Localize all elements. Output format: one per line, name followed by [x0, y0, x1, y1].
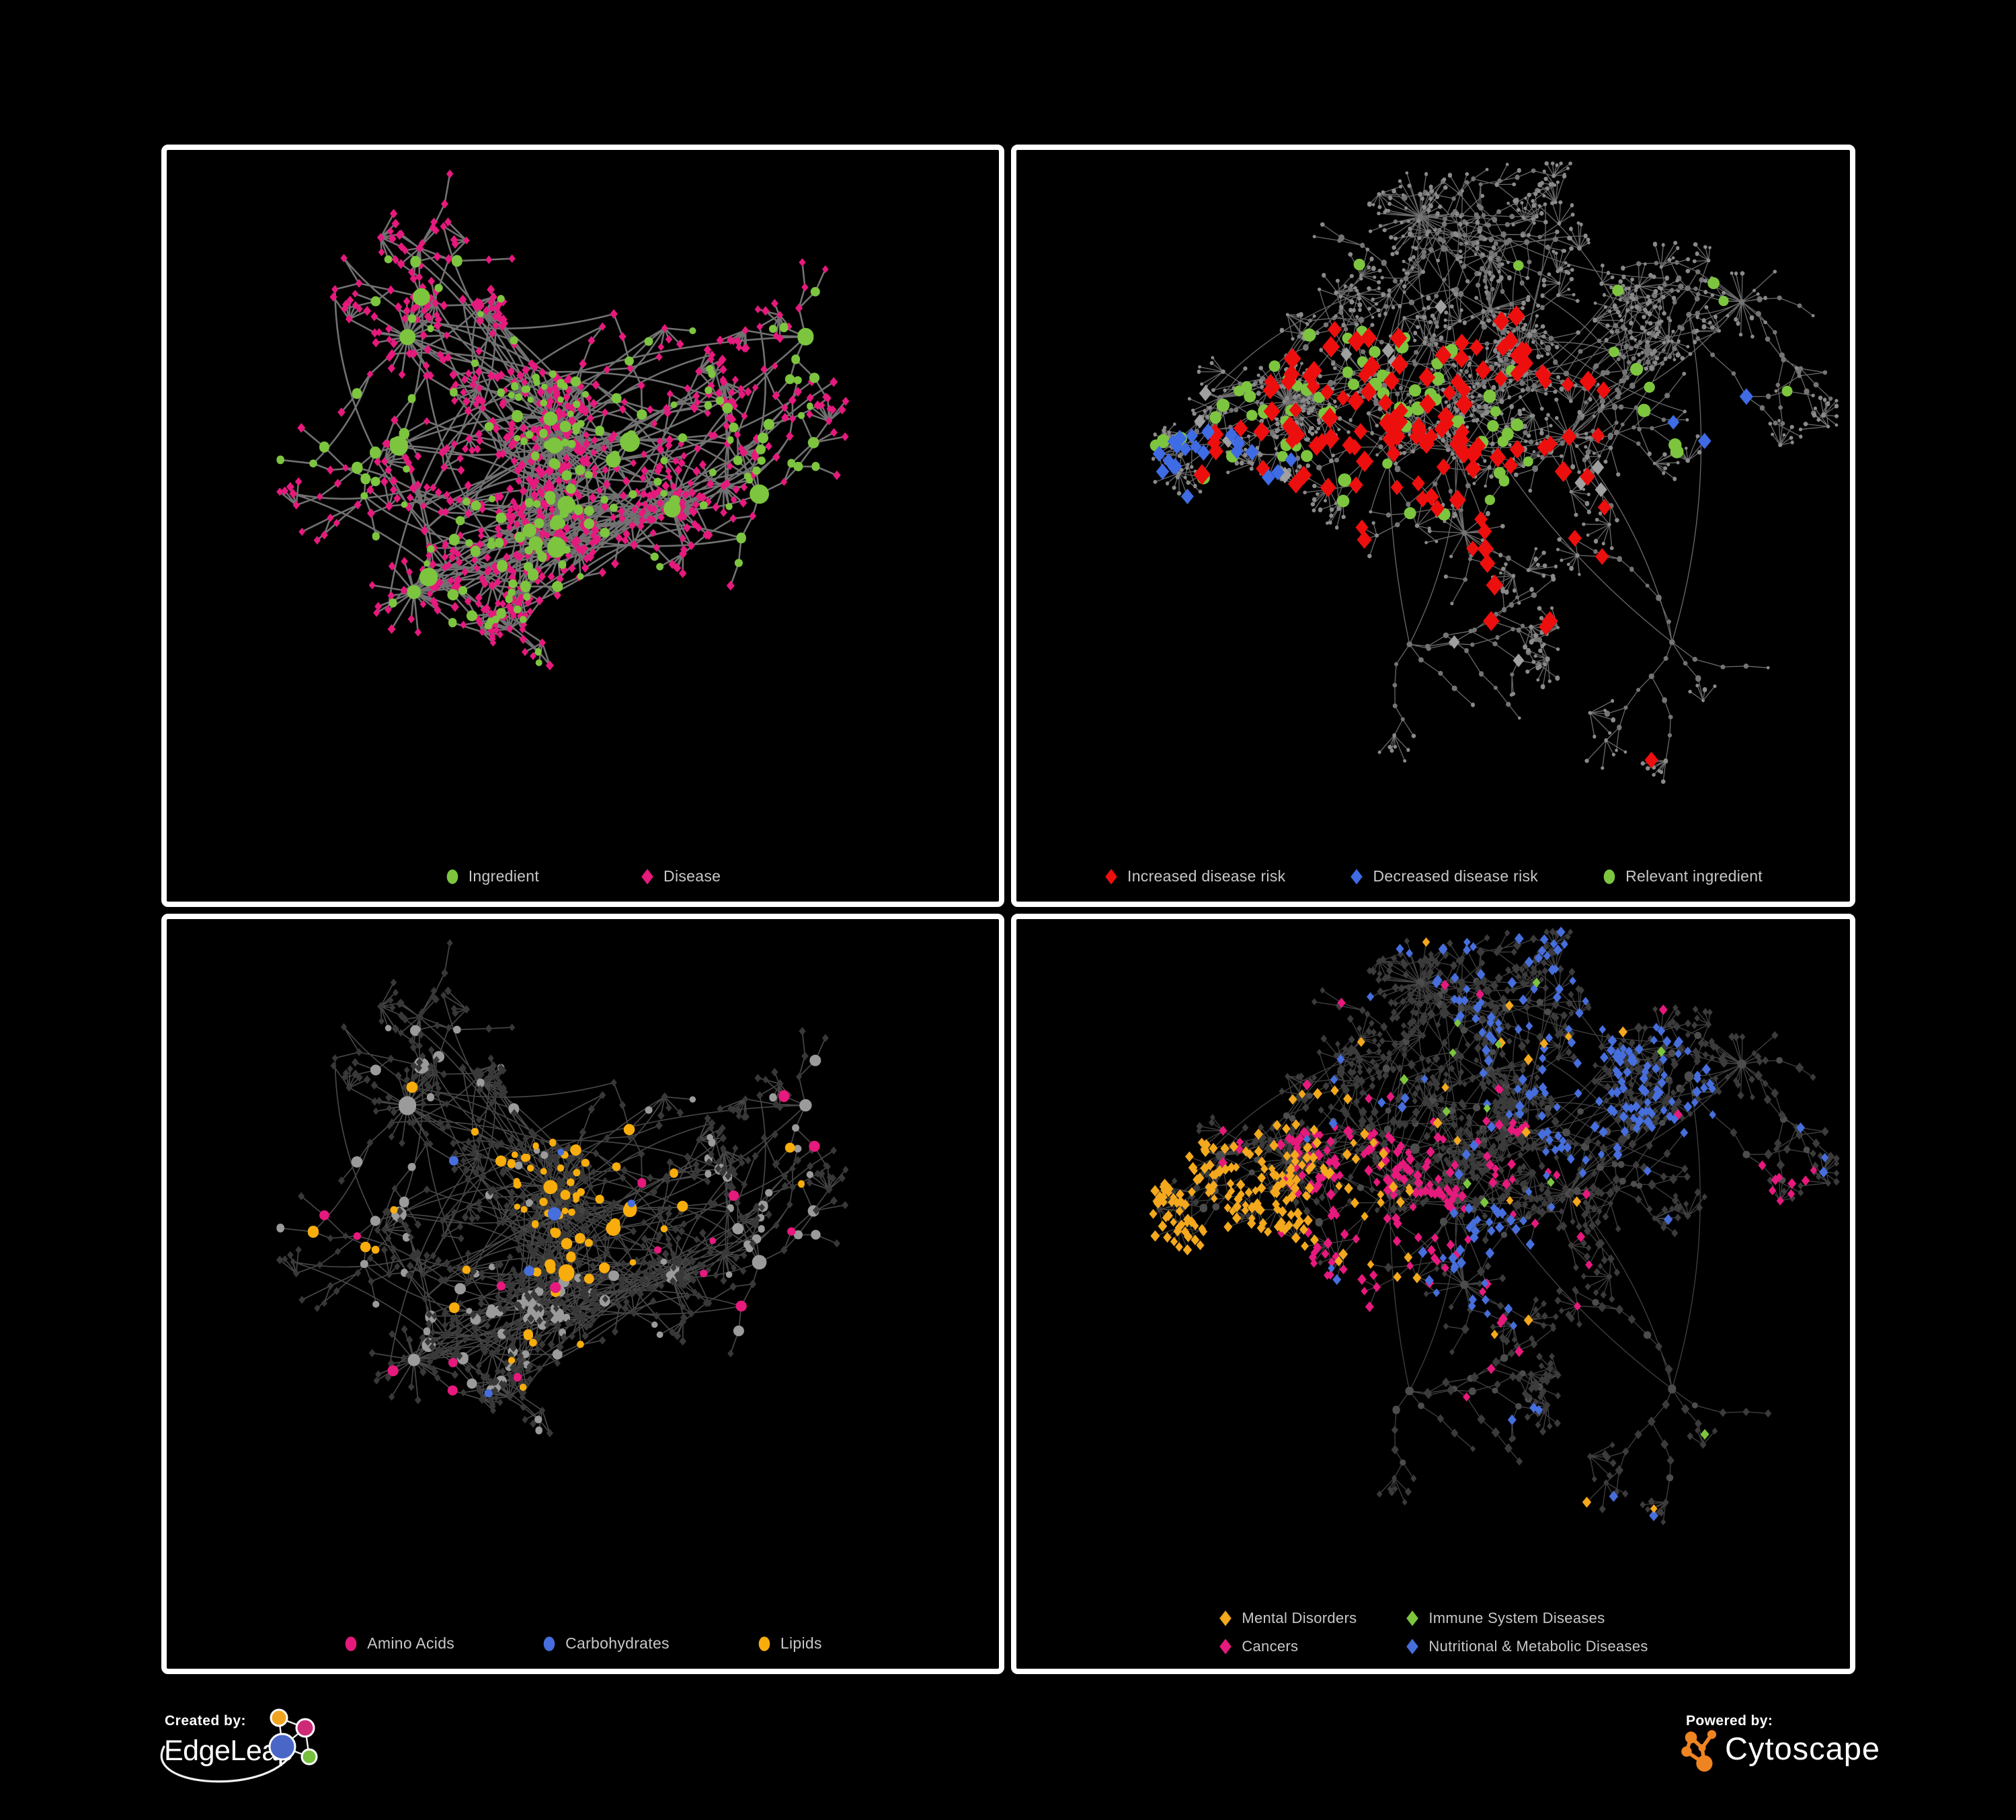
legend-item-amino-acids: Amino Acids	[344, 1634, 454, 1653]
nutritional-metabolic-diseases-diamond-marker-icon	[1406, 1638, 1419, 1655]
legend-item-lipids: Lipids	[757, 1634, 822, 1653]
legend-item-relevant-ingredient: Relevant ingredient	[1602, 867, 1763, 885]
network-nodes	[1178, 954, 1810, 1482]
network-edges	[279, 173, 846, 666]
legend-item-nutritional-metabolic-diseases: Nutritional & Metabolic Diseases	[1405, 1638, 1648, 1655]
legend-label: Immune System Diseases	[1428, 1610, 1605, 1626]
legend-label: Amino Acids	[367, 1634, 455, 1652]
panel-disease-classes: Mental Disorders Immune System Diseases Ca…	[1011, 914, 1855, 1674]
network-edges	[279, 943, 846, 1434]
logo-node-green	[300, 1748, 318, 1766]
network-nodes	[1303, 926, 1829, 1521]
network-nodes	[307, 1081, 805, 1391]
legend-item-decreased-disease-risk: Decreased disease risk	[1349, 867, 1538, 885]
cancers-diamond-marker-icon	[1219, 1638, 1232, 1655]
disease-diamond-marker-icon	[641, 869, 653, 884]
legend-label: Decreased disease risk	[1373, 867, 1539, 885]
network-nodes	[1179, 168, 1833, 738]
legend-item-cancers: Cancers	[1218, 1638, 1298, 1655]
ingredient-circle-marker-icon	[446, 869, 458, 884]
network-nodes	[1193, 305, 1658, 768]
legend-ingredient-disease: Ingredient Disease	[167, 867, 999, 885]
legend-label: Ingredient	[468, 867, 540, 885]
lipids-circle-marker-icon	[758, 1636, 770, 1651]
logo-node-magenta	[295, 1718, 315, 1738]
increased-disease-risk-diamond-marker-icon	[1105, 869, 1117, 884]
panel-disease-risk: Increased disease risk Decreased disease …	[1011, 145, 1855, 907]
legend-item-carbohydrates: Carbohydrates	[542, 1634, 670, 1653]
cytoscape-logo	[1681, 1730, 1717, 1772]
network-nodes	[1150, 258, 1793, 521]
immune-system-diseases-diamond-marker-icon	[1406, 1610, 1419, 1626]
edgeleap-credit: Created by: EdgeLeap	[160, 1708, 350, 1820]
legend-item-disease: Disease	[640, 867, 721, 885]
created-by-label: Created by:	[165, 1713, 247, 1729]
legend-disease-classes: Mental Disorders Immune System Diseases Ca…	[1016, 1610, 1850, 1655]
logo-node-orange	[270, 1708, 288, 1727]
panel-nutrient-classes: Amino Acids Carbohydrates Lipids	[161, 914, 1004, 1674]
relevant-ingredient-circle-marker-icon	[1603, 869, 1615, 884]
legend-item-immune-system-diseases: Immune System Diseases	[1405, 1610, 1605, 1627]
legend-label: Nutritional & Metabolic Diseases	[1428, 1638, 1648, 1655]
legend-nutrient-classes: Amino Acids Carbohydrates Lipids	[167, 1634, 999, 1653]
logo-node-blue	[268, 1733, 296, 1761]
cytoscape-brand-text: Cytoscape	[1725, 1731, 1881, 1766]
legend-item-increased-disease-risk: Increased disease risk	[1104, 867, 1285, 885]
carbohydrates-circle-marker-icon	[543, 1636, 555, 1651]
legend-label: Increased disease risk	[1127, 867, 1286, 885]
legend-item-mental-disorders: Mental Disorders	[1218, 1610, 1357, 1627]
decreased-disease-risk-diamond-marker-icon	[1350, 869, 1363, 884]
network-disease-risk	[1150, 161, 1839, 784]
network-nodes	[276, 939, 849, 1437]
legend-label: Relevant ingredient	[1625, 867, 1763, 885]
edgeleap-logo	[268, 1708, 318, 1766]
powered-by-label: Powered by:	[1686, 1713, 1773, 1729]
network-nodes	[1149, 937, 1658, 1513]
legend-label: Disease	[663, 867, 721, 885]
network-nutrient-classes	[276, 939, 849, 1437]
legend-label: Carbohydrates	[565, 1634, 670, 1652]
cytoscape-credit: Powered by: Cytoscape	[1681, 1711, 1951, 1785]
legend-label: Cancers	[1242, 1638, 1299, 1655]
network-ingredient-disease	[276, 169, 850, 671]
amino-acids-circle-marker-icon	[345, 1636, 357, 1651]
legend-item-ingredient: Ingredient	[445, 867, 539, 885]
legend-disease-risk: Increased disease risk Decreased disease …	[1016, 867, 1850, 885]
legend-label: Lipids	[780, 1634, 822, 1652]
edgeleap-swoosh-icon	[160, 1745, 296, 1783]
network-disease-classes	[1149, 926, 1840, 1526]
legend-label: Mental Disorders	[1242, 1610, 1357, 1626]
mental-disorders-diamond-marker-icon	[1219, 1610, 1232, 1626]
panel-ingredient-disease: Ingredient Disease	[161, 145, 1004, 907]
network-nodes	[1194, 299, 1607, 668]
